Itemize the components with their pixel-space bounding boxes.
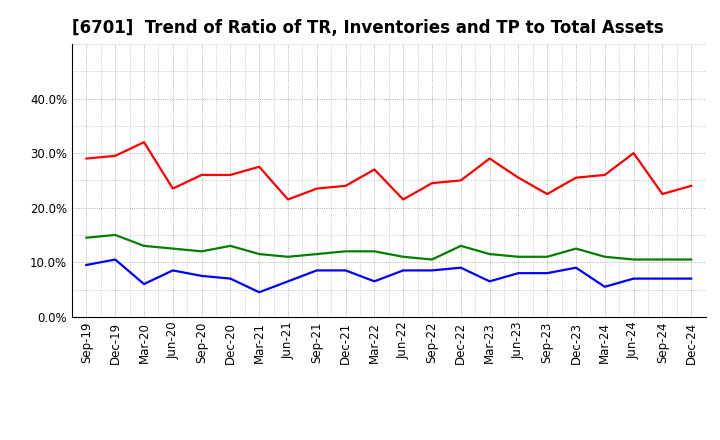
Trade Receivables: [111, 153, 120, 158]
Inventories: [658, 276, 667, 281]
Trade Receivables: [226, 172, 235, 178]
Inventories: [284, 279, 292, 284]
Trade Receivables: [312, 186, 321, 191]
Trade Receivables: [629, 150, 638, 156]
Trade Payables: [168, 246, 177, 251]
Text: [6701]  Trend of Ratio of TR, Inventories and TP to Total Assets: [6701] Trend of Ratio of TR, Inventories…: [72, 19, 664, 37]
Trade Receivables: [197, 172, 206, 178]
Trade Payables: [428, 257, 436, 262]
Inventories: [572, 265, 580, 270]
Line: Trade Payables: Trade Payables: [86, 235, 691, 260]
Trade Payables: [370, 249, 379, 254]
Trade Payables: [485, 251, 494, 257]
Inventories: [428, 268, 436, 273]
Trade Payables: [687, 257, 696, 262]
Trade Payables: [600, 254, 609, 260]
Trade Receivables: [255, 164, 264, 169]
Trade Receivables: [370, 167, 379, 172]
Trade Payables: [341, 249, 350, 254]
Line: Trade Receivables: Trade Receivables: [86, 142, 691, 199]
Trade Receivables: [168, 186, 177, 191]
Trade Payables: [284, 254, 292, 260]
Inventories: [82, 262, 91, 268]
Trade Receivables: [485, 156, 494, 161]
Trade Payables: [82, 235, 91, 240]
Trade Receivables: [600, 172, 609, 178]
Trade Receivables: [341, 183, 350, 188]
Trade Receivables: [687, 183, 696, 188]
Trade Payables: [456, 243, 465, 249]
Trade Receivables: [82, 156, 91, 161]
Trade Payables: [312, 251, 321, 257]
Trade Receivables: [572, 175, 580, 180]
Inventories: [226, 276, 235, 281]
Trade Receivables: [658, 191, 667, 197]
Inventories: [399, 268, 408, 273]
Inventories: [687, 276, 696, 281]
Trade Receivables: [456, 178, 465, 183]
Inventories: [485, 279, 494, 284]
Trade Payables: [572, 246, 580, 251]
Inventories: [111, 257, 120, 262]
Trade Payables: [514, 254, 523, 260]
Trade Receivables: [543, 191, 552, 197]
Line: Inventories: Inventories: [86, 260, 691, 292]
Trade Payables: [197, 249, 206, 254]
Trade Receivables: [399, 197, 408, 202]
Trade Payables: [543, 254, 552, 260]
Inventories: [140, 282, 148, 287]
Trade Receivables: [284, 197, 292, 202]
Trade Receivables: [514, 175, 523, 180]
Inventories: [197, 273, 206, 279]
Inventories: [543, 271, 552, 276]
Inventories: [312, 268, 321, 273]
Inventories: [168, 268, 177, 273]
Inventories: [629, 276, 638, 281]
Trade Payables: [399, 254, 408, 260]
Trade Payables: [140, 243, 148, 249]
Trade Payables: [111, 232, 120, 238]
Inventories: [456, 265, 465, 270]
Trade Payables: [255, 251, 264, 257]
Trade Payables: [658, 257, 667, 262]
Trade Payables: [629, 257, 638, 262]
Trade Payables: [226, 243, 235, 249]
Inventories: [370, 279, 379, 284]
Inventories: [514, 271, 523, 276]
Legend: Trade Receivables, Inventories, Trade Payables: Trade Receivables, Inventories, Trade Pa…: [161, 438, 616, 440]
Trade Receivables: [140, 139, 148, 145]
Inventories: [341, 268, 350, 273]
Trade Receivables: [428, 180, 436, 186]
Inventories: [600, 284, 609, 290]
Inventories: [255, 290, 264, 295]
